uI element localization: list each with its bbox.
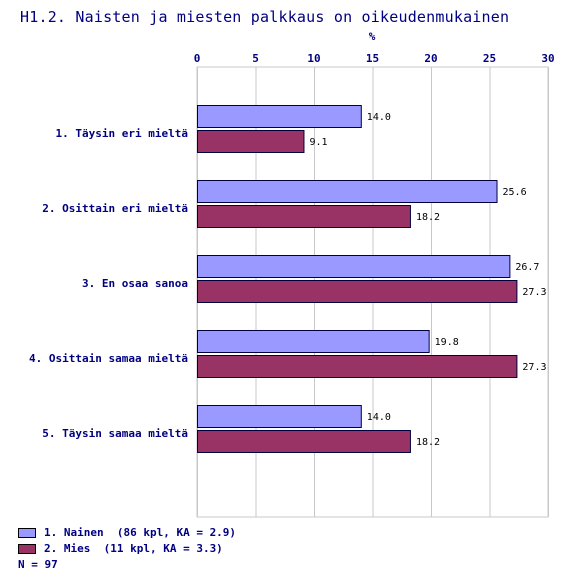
x-tick-label: 10 [307,52,320,65]
bar [197,205,411,228]
data-label: 19.8 [435,337,459,348]
data-label: 14.0 [367,412,391,423]
data-label: 14.0 [367,112,391,123]
category-label: 4. Osittain samaa mieltä [29,352,188,365]
x-tick-label: 20 [424,52,437,65]
x-tick-label: 15 [366,52,379,65]
data-label: 18.2 [416,212,440,223]
x-tick-label: 0 [194,52,201,65]
bar [197,405,362,428]
data-label: 27.3 [522,362,546,373]
bar [197,130,305,153]
x-tick-label: 5 [252,52,259,65]
legend-swatch-nainen [18,528,36,538]
category-label: 3. En osaa sanoa [82,277,188,290]
category-label: 5. Täysin samaa mieltä [42,427,188,440]
x-tick-label: 30 [541,52,554,65]
bars [197,105,518,453]
axis: 0 5 10 15 20 25 30% [194,30,555,65]
bar [197,355,518,378]
bar [197,105,362,128]
legend-label-nainen: 1. Nainen (86 kpl, KA = 2.9) [44,526,237,539]
bar [197,255,511,278]
bar [197,180,498,203]
legend-label-mies: 2. Mies (11 kpl, KA = 3.3) [44,542,223,555]
bar [197,280,518,303]
category-label: 2. Osittain eri mieltä [42,202,188,215]
category-label: 1. Täysin eri mieltä [56,127,188,140]
data-label: 25.6 [503,187,527,198]
data-label: 9.1 [309,137,327,148]
legend: 1. Nainen (86 kpl, KA = 2.9) 2. Mies (11… [18,525,236,573]
labels: 14.0 9.1 1. Täysin eri mieltä 25.6 18.2 2. Os… [29,112,546,448]
legend-item-mies: 2. Mies (11 kpl, KA = 3.3) [18,541,236,557]
data-label: 27.3 [522,287,546,298]
x-tick-label: 25 [483,52,496,65]
legend-item-nainen: 1. Nainen (86 kpl, KA = 2.9) [18,525,236,541]
chart-title: H1.2. Naisten ja miesten palkkaus on oik… [20,8,510,26]
data-label: 26.7 [515,262,539,273]
bar [197,430,411,453]
x-axis-label: % [369,30,376,43]
sample-size-note: N = 97 [18,558,58,571]
bar [197,330,430,353]
data-label: 18.2 [416,437,440,448]
bar-chart: 0 5 10 15 20 25 30% 14.0 9.1 1. Täysin eri mielt… [29,30,555,518]
legend-swatch-mies [18,544,36,554]
